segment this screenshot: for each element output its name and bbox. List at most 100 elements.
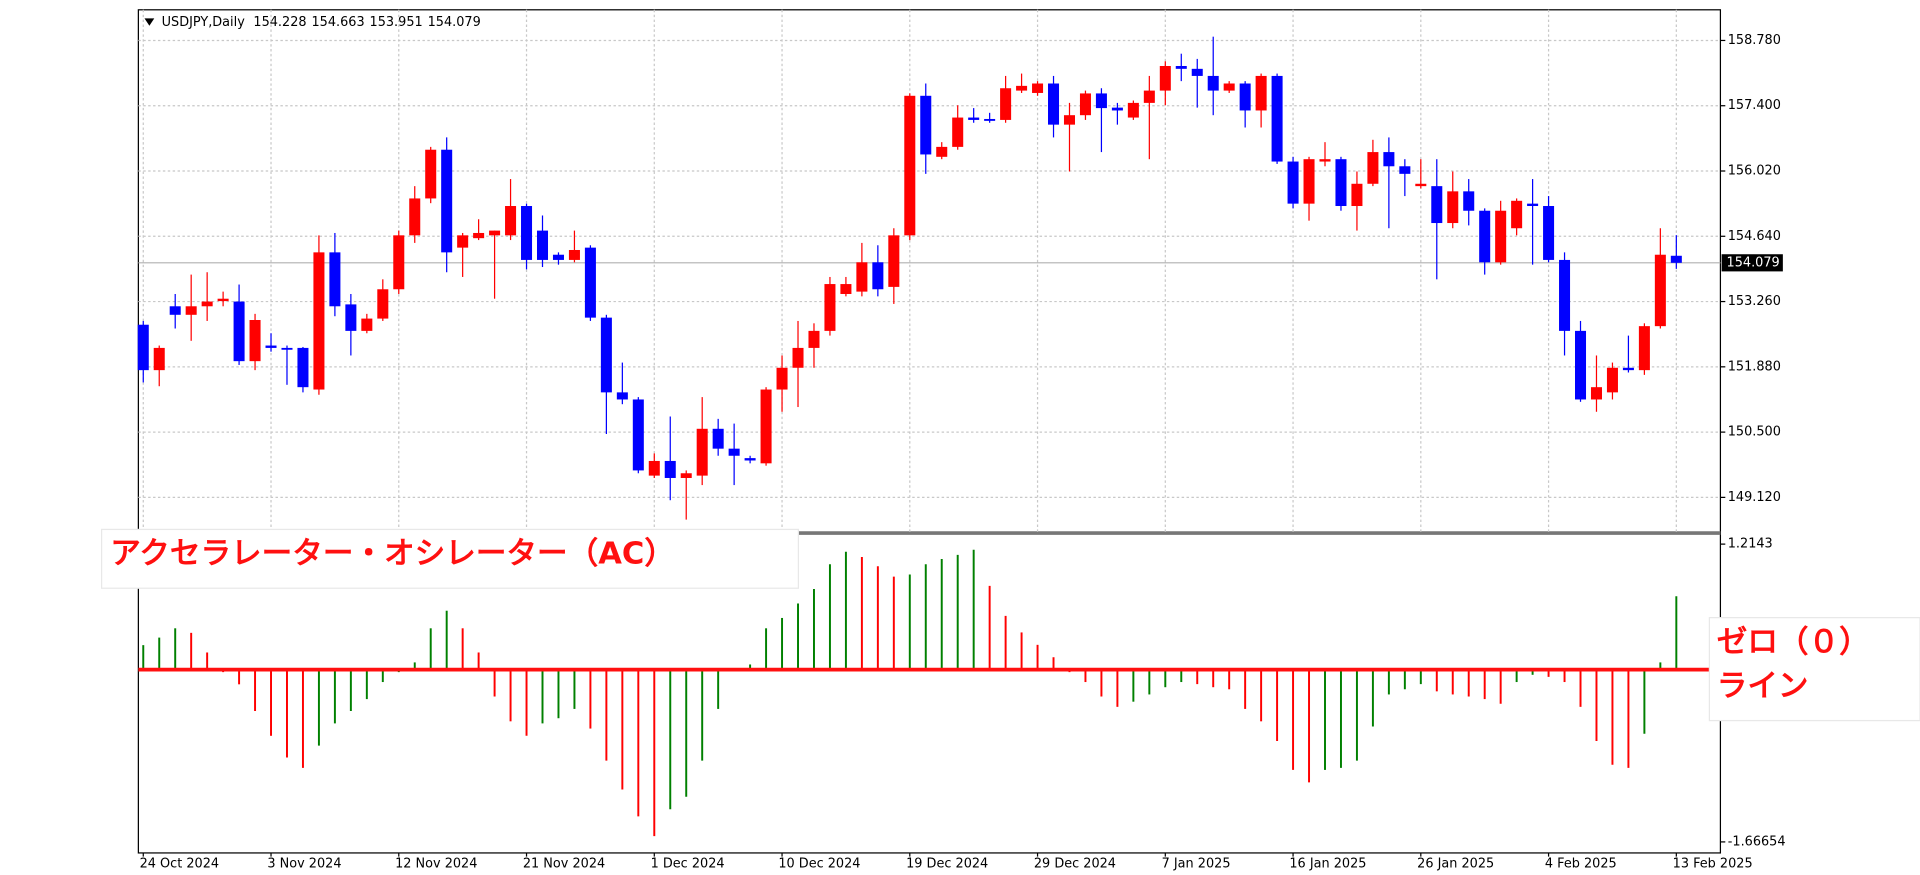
- candle-body: [1271, 75, 1283, 162]
- candle-body: [1670, 255, 1682, 263]
- x-tick-label: 29 Dec 2024: [1034, 856, 1116, 871]
- grid: [138, 9, 1726, 857]
- low-price: 153.951: [370, 15, 423, 30]
- candle-body: [265, 345, 277, 348]
- candle-body: [936, 146, 948, 157]
- candle-body: [1479, 210, 1491, 263]
- x-tick-label: 3 Nov 2024: [267, 856, 341, 871]
- candle-body: [1079, 93, 1091, 116]
- candle-body: [313, 252, 325, 390]
- candle-body: [1239, 83, 1251, 111]
- x-tick-label: 12 Nov 2024: [395, 856, 477, 871]
- candle-body: [409, 198, 421, 236]
- candle-body: [169, 306, 181, 315]
- y-tick-label: 151.880: [1728, 359, 1781, 374]
- x-tick-label: 19 Dec 2024: [906, 856, 988, 871]
- candle-body: [632, 399, 644, 471]
- candle-body: [281, 347, 293, 350]
- marks: [137, 36, 1712, 837]
- annotation-box: [101, 528, 799, 589]
- candle-body: [1383, 152, 1395, 167]
- candle-body: [137, 324, 149, 371]
- candle-body: [185, 306, 197, 315]
- plot-frame: [137, 9, 1722, 854]
- candle-body: [1511, 200, 1523, 229]
- candle-body: [1191, 68, 1203, 76]
- candle-body: [1032, 83, 1044, 93]
- candle-body: [473, 232, 485, 239]
- candle-body: [489, 230, 501, 236]
- candle-body: [1287, 161, 1299, 204]
- last-price-label: 154.079: [1727, 255, 1780, 270]
- candle-body: [361, 318, 373, 331]
- candle-body: [744, 458, 756, 461]
- candle-body: [1590, 387, 1602, 400]
- candle-body: [425, 149, 437, 199]
- candle-body: [1016, 85, 1028, 91]
- annotation-box: [1708, 617, 1920, 722]
- y-tick-label: 149.120: [1728, 490, 1781, 505]
- x-tick-label: 4 Feb 2025: [1545, 856, 1617, 871]
- candle-body: [441, 149, 453, 253]
- x-tick-label: 1 Dec 2024: [651, 856, 725, 871]
- symbol: USDJPY,Daily: [162, 15, 246, 30]
- last-price-box: [1721, 254, 1783, 272]
- candle-body: [1319, 159, 1331, 162]
- zero-line-annotation: ゼロ（０）: [1717, 625, 1870, 660]
- candle-body: [377, 289, 389, 319]
- candle-body: [536, 230, 549, 260]
- candle-body: [521, 206, 533, 260]
- open-price: 154.228: [253, 15, 306, 30]
- candle-body: [1223, 83, 1235, 91]
- candle-body: [568, 249, 580, 260]
- y-tick-label: 1.2143: [1728, 537, 1773, 552]
- candle-body: [1447, 191, 1459, 224]
- y-tick-label: 157.400: [1728, 98, 1781, 113]
- candle-body: [1000, 88, 1012, 120]
- candle-body: [1638, 326, 1650, 371]
- candle-body: [1143, 90, 1155, 103]
- candle-body: [345, 304, 357, 331]
- candle-body: [904, 95, 916, 236]
- candle-body: [616, 392, 628, 400]
- y-tick-label: 150.500: [1728, 425, 1781, 440]
- indicator-annotation: アクセラレーター・オシレーター（AC）: [110, 537, 675, 572]
- y-tick-label: 153.260: [1728, 294, 1781, 309]
- candle-body: [505, 206, 517, 236]
- candle-body: [233, 301, 245, 362]
- candle-body: [872, 262, 884, 290]
- candle-body: [888, 235, 900, 287]
- candle-body: [776, 367, 788, 390]
- candle-body: [1367, 152, 1379, 184]
- candle-body: [153, 347, 165, 371]
- candle-body: [1303, 159, 1315, 204]
- candle-body: [984, 118, 996, 121]
- x-tick-label: 24 Oct 2024: [140, 856, 219, 871]
- candle-body: [1622, 367, 1634, 371]
- candle-body: [968, 117, 980, 120]
- candle-body: [1175, 65, 1187, 69]
- candle-body: [664, 460, 676, 478]
- candle-body: [1255, 75, 1267, 111]
- candle-body: [552, 254, 564, 260]
- candle-body: [1543, 206, 1555, 260]
- candle-body: [1048, 83, 1060, 125]
- candle-body: [1127, 102, 1139, 118]
- y-tick-label: -1.66654: [1728, 834, 1786, 849]
- candle-body: [457, 235, 469, 248]
- candle-body: [393, 235, 405, 290]
- candle-body: [1606, 367, 1618, 393]
- candle-body: [584, 247, 596, 318]
- candle-body: [1559, 259, 1571, 331]
- candle-body: [1111, 107, 1123, 111]
- candle-body: [920, 95, 932, 155]
- candle-body: [1654, 254, 1666, 327]
- x-tick-label: 16 Jan 2025: [1289, 856, 1366, 871]
- zero-line-annotation: ライン: [1717, 669, 1809, 704]
- x-tick-label: 10 Dec 2024: [778, 856, 860, 871]
- candle-body: [1063, 115, 1075, 125]
- candle-body: [1495, 210, 1507, 263]
- candle-body: [201, 301, 213, 307]
- candle-body: [600, 317, 612, 393]
